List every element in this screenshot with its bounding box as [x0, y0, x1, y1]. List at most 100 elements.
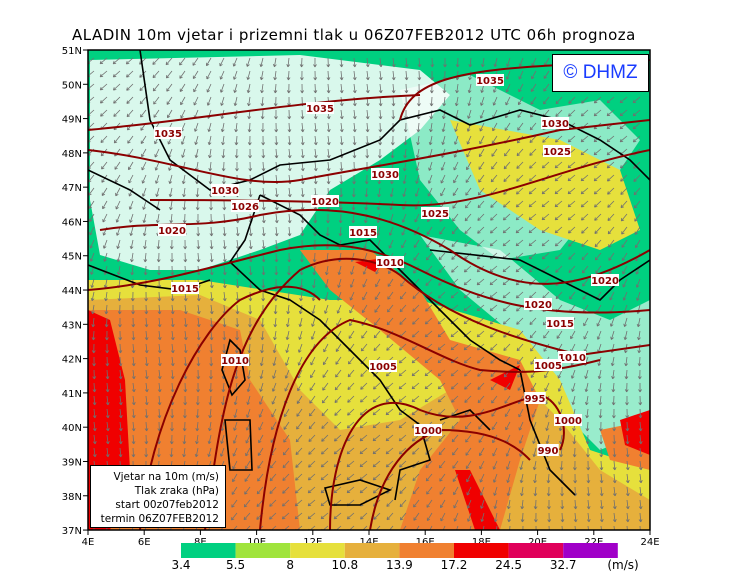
wind-arrow — [183, 317, 188, 328]
wind-arrow — [416, 122, 421, 133]
wind-arrow — [349, 317, 355, 327]
wind-arrow — [221, 395, 225, 406]
wind-arrow — [440, 174, 446, 184]
wind-arrow — [414, 213, 420, 223]
wind-arrow — [443, 57, 447, 68]
wind-arrow — [361, 330, 368, 339]
wind-arrow — [339, 161, 344, 172]
wind-arrow — [334, 395, 342, 404]
wind-arrow — [326, 174, 331, 185]
wind-arrow — [385, 408, 394, 416]
wind-arrow — [580, 109, 589, 117]
wind-arrow — [624, 382, 629, 393]
wind-arrow — [491, 408, 498, 417]
wind-arrow — [221, 148, 226, 159]
wind-arrow — [515, 213, 524, 221]
wind-arrow — [567, 226, 576, 234]
wind-arrow — [273, 304, 278, 315]
lat-tick-label: 48N — [62, 149, 82, 160]
wind-arrow — [286, 57, 291, 68]
wind-arrow — [257, 447, 264, 456]
wind-arrow — [272, 57, 277, 68]
wind-arrow — [541, 161, 550, 169]
wind-arrow — [624, 369, 629, 380]
wind-arrow — [258, 421, 264, 431]
wind-arrow — [626, 525, 628, 530]
wind-arrow — [464, 382, 472, 390]
wind-arrow — [378, 96, 383, 107]
wind-arrow — [426, 239, 433, 248]
wind-arrow — [502, 265, 511, 273]
wind-arrow — [257, 460, 264, 469]
wind-arrow — [455, 83, 459, 94]
wind-arrow — [274, 213, 279, 224]
lon-tick-label: 22E — [584, 537, 603, 548]
wind-arrow — [528, 213, 537, 221]
wind-arrow — [520, 512, 525, 523]
wind-arrow — [515, 252, 524, 260]
wind-arrow — [260, 109, 265, 120]
wind-arrow — [532, 434, 537, 444]
wind-arrow — [568, 252, 576, 260]
wind-arrow — [609, 317, 615, 327]
wind-arrow — [131, 330, 136, 341]
wind-arrow — [195, 434, 199, 445]
wind-arrow — [260, 96, 265, 107]
wind-arrow — [387, 291, 394, 300]
wind-arrow — [520, 499, 525, 510]
wind-arrow — [221, 161, 226, 172]
wind-arrow — [299, 291, 303, 302]
wind-arrow — [544, 382, 550, 392]
wind-arrow — [183, 252, 188, 263]
wind-arrow — [322, 382, 329, 391]
wind-arrow — [257, 473, 264, 482]
wind-arrow — [531, 382, 537, 392]
wind-arrow — [285, 356, 290, 366]
wind-arrow — [528, 187, 537, 195]
wind-arrow — [580, 174, 589, 182]
wind-arrow — [416, 135, 420, 146]
wind-arrow — [612, 460, 617, 471]
wind-arrow — [612, 473, 617, 484]
wind-arrow — [607, 200, 615, 208]
wind-arrow — [270, 460, 277, 469]
wind-arrow — [195, 187, 200, 198]
wind-arrow — [180, 96, 186, 106]
legend-line-wind: Vjetar na 10m (m/s) — [113, 471, 219, 483]
wind-arrow — [492, 447, 498, 457]
wind-arrow — [179, 57, 186, 66]
wind-arrow — [586, 447, 590, 458]
wind-arrow — [580, 135, 589, 143]
wind-arrow — [454, 96, 459, 107]
wind-arrow — [509, 525, 511, 530]
wind-arrow — [582, 278, 589, 287]
wind-arrow — [477, 239, 485, 247]
wind-arrow — [625, 486, 630, 497]
wind-arrow — [248, 148, 252, 159]
wind-arrow — [404, 83, 409, 94]
wind-arrow — [220, 96, 225, 106]
wind-arrow — [477, 395, 485, 404]
wind-arrow — [297, 343, 303, 353]
wind-arrow — [378, 122, 383, 133]
wind-arrow — [194, 447, 199, 458]
wind-arrow — [360, 512, 368, 520]
wind-arrow — [573, 512, 578, 523]
wind-arrow — [560, 486, 564, 497]
isobar-labels: 1035 1035 1035 1030 1030 1030 1026 1025 1025 1020… — [154, 74, 619, 457]
wind-arrow — [374, 291, 381, 300]
wind-arrow — [438, 278, 446, 286]
isobar-label-bg — [158, 224, 186, 236]
wind-arrow — [246, 395, 251, 405]
wind-arrow — [284, 382, 290, 392]
wind-arrow — [365, 122, 370, 133]
wind-arrow — [580, 187, 589, 195]
wind-arrow — [533, 499, 538, 510]
wind-arrow — [463, 356, 472, 364]
wind-arrow — [571, 395, 576, 406]
wind-arrow — [182, 447, 186, 458]
wind-arrow — [587, 525, 589, 530]
wind-arrow — [118, 343, 123, 354]
wind-arrow — [581, 239, 589, 247]
wind-arrow — [378, 70, 383, 81]
